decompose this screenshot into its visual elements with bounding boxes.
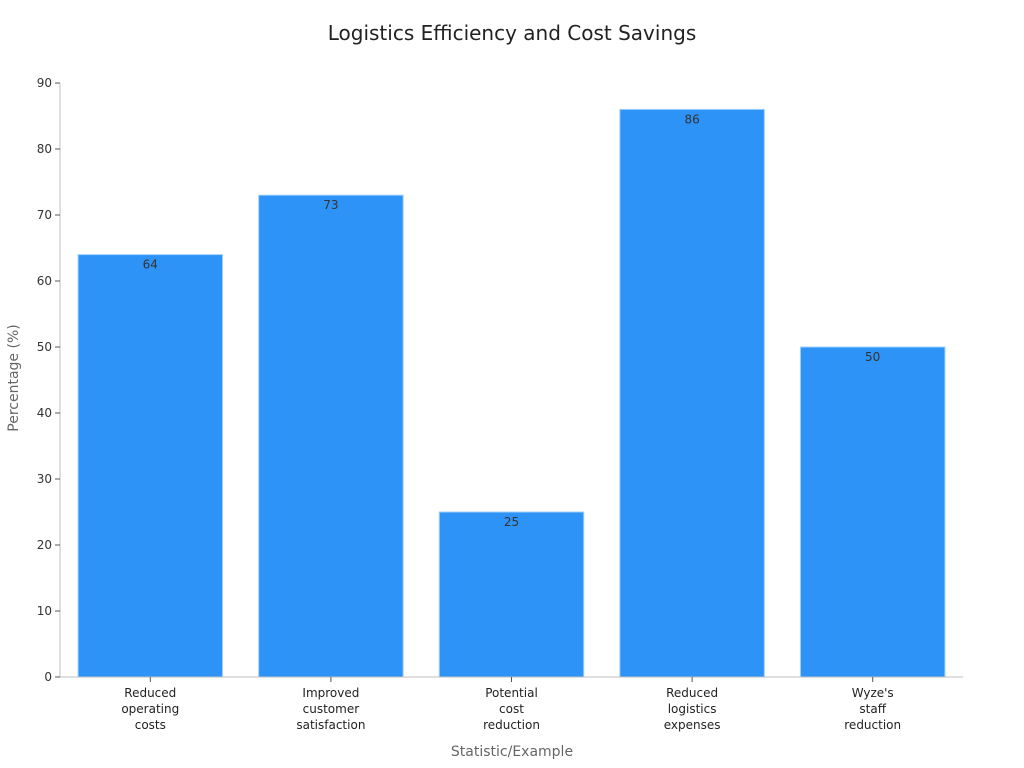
y-tick-label: 60 [37, 274, 52, 288]
bar-value-label: 73 [323, 198, 338, 212]
y-tick-label: 20 [37, 538, 52, 552]
bar [77, 254, 224, 678]
y-axis-title: Percentage (%) [6, 324, 22, 431]
x-tick-label: Wyze's staff reduction [844, 686, 901, 732]
x-axis: Reduced operating costs Improved customer sat… [60, 676, 963, 732]
x-tick-label: Reduced logistics expenses [664, 686, 721, 732]
bars [77, 108, 946, 678]
x-tick-label-line: Reduced [666, 686, 718, 700]
bar-value-label: 25 [504, 515, 519, 529]
x-tick-label-line: Wyze's [852, 686, 894, 700]
y-tick-label: 0 [44, 670, 52, 684]
x-axis-title: Statistic/Example [451, 744, 573, 760]
y-tick-label: 30 [37, 472, 52, 486]
bar [438, 511, 585, 678]
x-tick-label-line: costs [135, 718, 166, 732]
value-labels: 64 73 25 86 50 [143, 112, 881, 529]
bar-value-label: 50 [865, 350, 880, 364]
y-tick-label: 40 [37, 406, 52, 420]
x-tick-label: Reduced operating costs [121, 686, 179, 732]
x-tick-label: Potential cost reduction [483, 686, 540, 732]
x-tick-label-line: expenses [664, 718, 721, 732]
bar [258, 194, 404, 678]
bar [619, 108, 765, 678]
x-tick-label-line: satisfaction [296, 718, 365, 732]
bar-value-label: 64 [143, 258, 158, 272]
x-tick-label: Improved customer satisfaction [296, 686, 365, 732]
x-tick-label-line: Improved [302, 686, 359, 700]
x-tick-label-line: reduction [844, 718, 901, 732]
y-tick-label: 80 [37, 142, 52, 156]
y-tick-label: 70 [37, 208, 52, 222]
x-tick-label-line: staff [859, 702, 886, 716]
y-tick-label: 50 [37, 340, 52, 354]
x-tick-label-line: customer [303, 702, 360, 716]
y-axis: 0 10 20 30 40 50 60 70 80 90 [37, 76, 61, 684]
y-tick-label: 10 [37, 604, 52, 618]
bar [799, 346, 946, 678]
chart-title: Logistics Efficiency and Cost Savings [328, 21, 697, 45]
y-tick-label: 90 [37, 76, 52, 90]
bar-value-label: 86 [684, 112, 699, 126]
x-tick-label-line: logistics [668, 702, 717, 716]
x-tick-label-line: reduction [483, 718, 540, 732]
x-tick-label-line: operating [121, 702, 179, 716]
x-tick-label-line: Potential [485, 686, 538, 700]
x-tick-label-line: cost [499, 702, 524, 716]
x-tick-label-line: Reduced [124, 686, 176, 700]
